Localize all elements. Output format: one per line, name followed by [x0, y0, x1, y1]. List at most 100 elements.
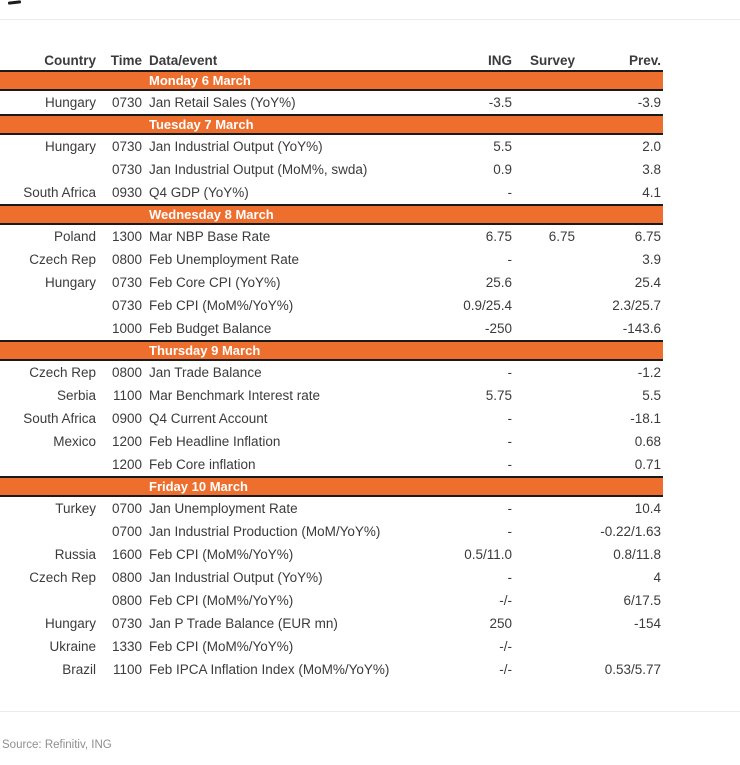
cell-event: Feb CPI (MoM%/YoY%)	[149, 547, 294, 562]
cell-event: Feb CPI (MoM%/YoY%)	[149, 639, 294, 654]
cell-event: Feb Headline Inflation	[149, 434, 281, 449]
event-row: South Africa 0900 Q4 Current Account - -…	[0, 407, 663, 430]
day-section-label: Wednesday 8 March	[149, 207, 274, 222]
cell-time: 1600	[111, 547, 142, 562]
event-row: Ukraine 1330 Feb CPI (MoM%/YoY%) -/-	[0, 635, 663, 658]
cell-ing: 250	[489, 616, 512, 631]
cell-country	[0, 158, 96, 181]
cell-survey	[512, 361, 575, 384]
cell-time: 1200	[111, 457, 142, 472]
cell-ing: -	[507, 411, 513, 426]
cell-country: Hungary	[44, 616, 96, 631]
cell-time: 0730	[111, 139, 142, 154]
cell-prev: 25.4	[634, 275, 661, 290]
day-section-header: Tuesday 7 March	[0, 114, 663, 135]
cell-time: 0730	[111, 162, 142, 177]
cell-prev: 6/17.5	[623, 593, 661, 608]
cell-country: South Africa	[23, 411, 96, 426]
cell-ing: -/-	[499, 593, 512, 608]
cell-country: Serbia	[56, 388, 96, 403]
cell-ing: 25.6	[485, 275, 512, 290]
cell-survey	[512, 248, 575, 271]
cell-country: Russia	[54, 547, 96, 562]
event-row: Turkey 0700 Jan Unemployment Rate - 10.4	[0, 497, 663, 520]
cell-prev: 3.9	[642, 252, 661, 267]
cell-survey	[512, 407, 575, 430]
cell-country: Czech Rep	[29, 570, 96, 585]
cell-time: 0800	[111, 365, 142, 380]
cell-ing: -	[507, 185, 513, 200]
table-body: Monday 6 March Hungary 0730 Jan Retail S…	[0, 70, 663, 681]
cell-country	[0, 453, 96, 476]
cell-country	[0, 589, 96, 612]
cell-country: Mexico	[53, 434, 96, 449]
cell-survey	[512, 317, 575, 340]
cell-prev: 0.71	[634, 457, 661, 472]
day-section-label: Monday 6 March	[149, 73, 251, 88]
cell-country: Hungary	[44, 139, 96, 154]
cell-survey	[512, 181, 575, 204]
cell-time: 1200	[111, 434, 142, 449]
source-note: Source: Refinitiv, ING	[2, 739, 112, 751]
bottom-divider	[0, 711, 740, 712]
event-row: Russia 1600 Feb CPI (MoM%/YoY%) 0.5/11.0…	[0, 543, 663, 566]
cell-prev: -1.2	[637, 365, 661, 380]
cell-time: 1000	[111, 321, 142, 336]
col-header-ing: ING	[487, 53, 512, 68]
cell-survey	[512, 158, 575, 181]
cell-time: 0730	[111, 275, 142, 290]
cropped-text-artifact	[7, 0, 22, 5]
cell-prev	[575, 635, 663, 658]
day-section-label: Friday 10 March	[149, 479, 248, 494]
cell-survey	[512, 658, 575, 681]
event-row: 1000 Feb Budget Balance -250 -143.6	[0, 317, 663, 340]
cell-event: Jan Industrial Output (YoY%)	[149, 139, 323, 154]
cell-ing: -	[507, 457, 513, 472]
day-section-header: Friday 10 March	[0, 476, 663, 497]
cell-event: Mar Benchmark Interest rate	[149, 388, 321, 403]
cell-prev: -3.9	[637, 95, 661, 110]
cell-event: Jan P Trade Balance (EUR mn)	[149, 616, 338, 631]
cell-ing: -	[507, 570, 513, 585]
event-row: Poland 1300 Mar NBP Base Rate 6.75 6.75 …	[0, 225, 663, 248]
event-row: Hungary 0730 Jan P Trade Balance (EUR mn…	[0, 612, 663, 635]
cell-ing: -	[507, 252, 513, 267]
event-row: South Africa 0930 Q4 GDP (YoY%) - 4.1	[0, 181, 663, 204]
event-row: 0730 Feb CPI (MoM%/YoY%) 0.9/25.4 2.3/25…	[0, 294, 663, 317]
cell-event: Feb CPI (MoM%/YoY%)	[149, 298, 294, 313]
cell-prev: 2.3/25.7	[612, 298, 661, 313]
cell-event: Mar NBP Base Rate	[149, 229, 271, 244]
cell-event: Q4 GDP (YoY%)	[149, 185, 249, 200]
event-row: Serbia 1100 Mar Benchmark Interest rate …	[0, 384, 663, 407]
cell-prev: 0.8/11.8	[613, 547, 661, 562]
cell-ing: 6.75	[485, 229, 512, 244]
table-header-row: Country Time Data/event ING Survey Prev.	[0, 52, 663, 70]
event-row: Czech Rep 0800 Jan Trade Balance - -1.2	[0, 361, 663, 384]
cell-time: 1300	[111, 229, 142, 244]
event-row: Czech Rep 0800 Jan Industrial Output (Yo…	[0, 566, 663, 589]
event-row: Mexico 1200 Feb Headline Inflation - 0.6…	[0, 430, 663, 453]
cell-prev: -143.6	[622, 321, 661, 336]
cell-prev: -18.1	[630, 411, 661, 426]
event-row: Czech Rep 0800 Feb Unemployment Rate - 3…	[0, 248, 663, 271]
cell-event: Jan Industrial Production (MoM/YoY%)	[149, 524, 381, 539]
top-divider	[0, 19, 740, 20]
cell-time: 0730	[111, 95, 142, 110]
cell-prev: 2.0	[642, 139, 661, 154]
cell-event: Jan Retail Sales (YoY%)	[149, 95, 296, 110]
day-section-header: Wednesday 8 March	[0, 204, 663, 225]
day-section-header: Monday 6 March	[0, 70, 663, 91]
cell-prev: -154	[633, 616, 661, 631]
cell-survey	[512, 635, 575, 658]
col-header-prev: Prev.	[628, 53, 661, 68]
cell-country: Hungary	[44, 95, 96, 110]
cell-ing: -	[507, 501, 513, 516]
event-row: 1200 Feb Core inflation - 0.71	[0, 453, 663, 476]
cell-survey	[512, 135, 575, 158]
cell-event: Jan Industrial Output (YoY%)	[149, 570, 323, 585]
cell-ing: -250	[484, 321, 512, 336]
cell-time: 0800	[111, 593, 142, 608]
cell-survey	[512, 612, 575, 635]
cell-event: Q4 Current Account	[149, 411, 268, 426]
